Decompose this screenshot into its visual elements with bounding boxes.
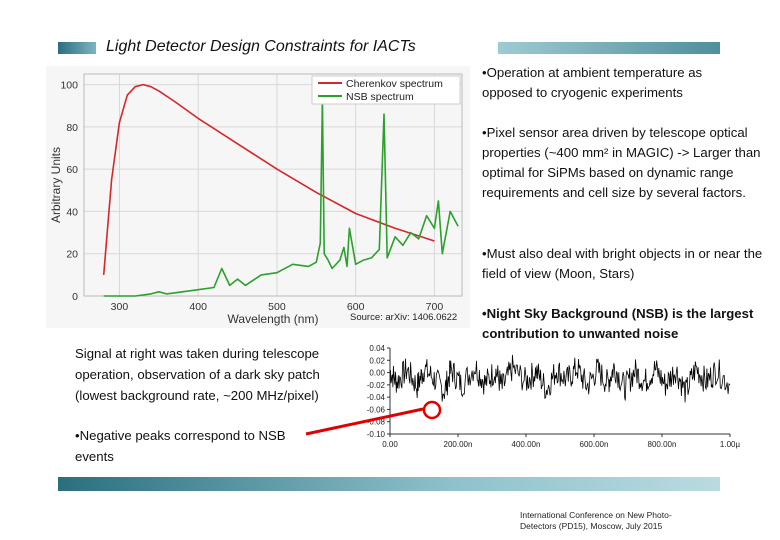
legend-box [311,75,461,105]
signal-y-tick-label: -0.02 [367,381,386,390]
pointer-circle [422,400,442,420]
header-accent-bar-left [58,42,96,54]
signal-y-tick-label: -0.06 [367,405,386,414]
cherenkov-spectrum-line [102,83,435,275]
signal-y-tick-label: 0.04 [369,344,385,353]
pointer-line [305,407,424,436]
signal-trace [389,354,731,403]
y-tick-label: 20 [66,249,78,261]
spectrum-legend: Cherenkov spectrum NSB spectrum [311,75,461,105]
spectrum-series [102,83,459,297]
y-tick-label: 80 [66,122,78,134]
legend-label-cherenkov: Cherenkov spectrum [346,78,443,90]
header-accent-bar-right [498,42,720,54]
y-tick-label: 40 [66,206,78,218]
signal-waveform-chart: 0.040.020.00-0.02-0.04-0.06-0.08-0.100.0… [367,344,741,449]
signal-y-tick-label: 0.00 [369,369,385,378]
spectrum-y-axis-label: Arbitrary Units [49,147,63,223]
signal-description: Signal at right was taken during telesco… [75,346,320,403]
spectrum-tick-labels: 0 20 40 60 80 100 300 400 500 600 700 [60,80,443,313]
spectrum-chart: 0 20 40 60 80 100 300 400 500 600 700 Arbitrary Un… [46,66,470,328]
signal-y-tick-label: -0.10 [367,430,386,439]
spectrum-x-axis-label: Wavelength (nm) [228,312,319,326]
signal-x-tick-label: 400.00n [512,440,541,449]
x-tick-label: 300 [111,301,129,313]
bullet-pixel-sensor-area: •Pixel sensor area driven by telescope o… [482,125,761,200]
x-tick-label: 400 [189,301,207,313]
signal-x-tick-label: 800.00n [648,440,677,449]
negative-peaks-note: •Negative peaks correspond to NSB events [75,428,286,464]
spectrum-plot-frame [83,73,463,297]
slide-title: Light Detector Design Constraints for IA… [106,38,416,55]
signal-y-tick-label: 0.02 [369,356,385,365]
conference-footer: International Conference on New Photo-De… [520,510,672,531]
signal-x-tick-label: 600.00n [580,440,609,449]
signal-y-tick-label: -0.04 [367,393,386,402]
y-tick-label: 60 [66,164,78,176]
bullet-nsb-noise: •Night Sky Background (NSB) is the large… [482,306,754,341]
legend-label-nsb: NSB spectrum [346,91,414,103]
bullet-ambient-temperature: •Operation at ambient temperature as opp… [482,65,703,100]
signal-x-tick-label: 1.00µ [720,440,741,449]
y-tick-label: 100 [60,80,78,92]
signal-tick-labels: 0.040.020.00-0.02-0.04-0.06-0.08-0.100.0… [367,344,741,449]
x-tick-label: 700 [426,301,444,313]
footer-accent-bar [58,477,720,491]
x-tick-label: 500 [268,301,286,313]
spectrum-chart-background [46,66,470,328]
source-citation: Source: arXiv: 1406.0622 [350,312,458,323]
pointer-arrow [305,400,442,436]
bullet-bright-objects: •Must also deal with bright objects in o… [482,246,763,281]
signal-x-tick-label: 0.00 [382,440,398,449]
signal-x-tick-label: 200.00n [444,440,473,449]
x-tick-label: 600 [347,301,365,313]
signal-y-tick-label: -0.08 [367,418,386,427]
y-tick-label: 0 [72,291,78,303]
nsb-spectrum-line [103,98,459,297]
spectrum-grid [84,74,462,297]
